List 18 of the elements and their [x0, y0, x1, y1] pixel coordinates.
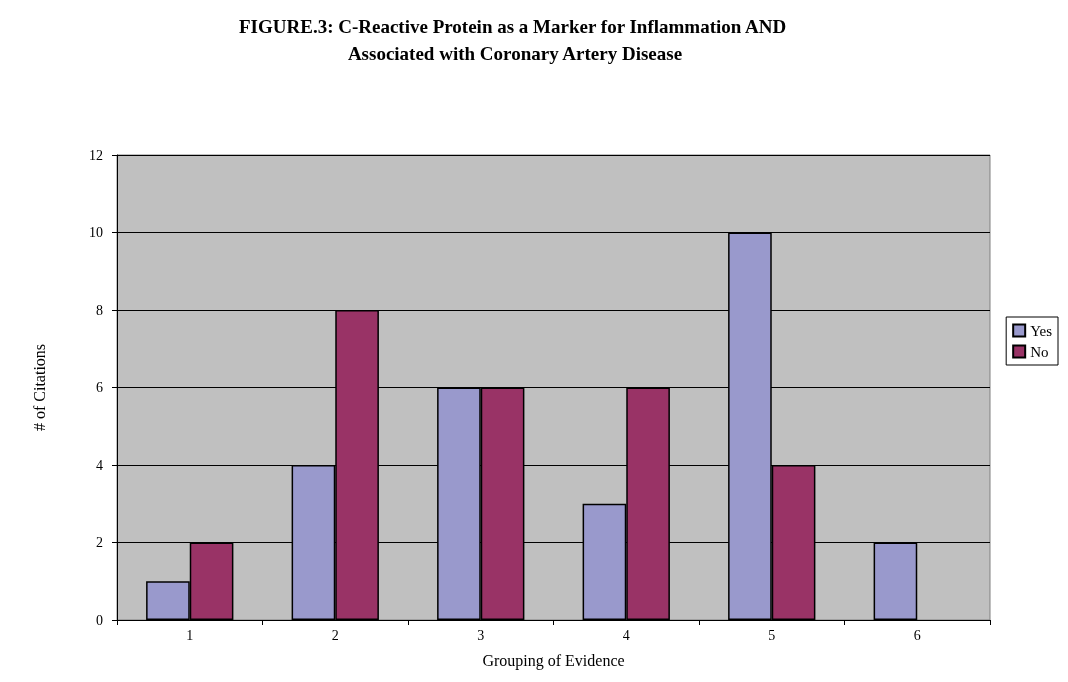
y-tick-label: 0	[96, 612, 103, 628]
y-tick-label: 4	[96, 457, 103, 473]
y-tick-label: 10	[89, 225, 103, 240]
legend-label: Yes	[1030, 322, 1053, 339]
x-tick-label: 1	[186, 627, 194, 643]
x-tick-label: 2	[331, 627, 339, 643]
x-tick-label: 4	[622, 627, 630, 643]
x-tick-label: 6	[913, 627, 921, 643]
y-tick-label: 6	[96, 380, 103, 395]
x-axis-title: Grouping of Evidence	[482, 651, 625, 670]
y-tick-label: 12	[89, 147, 103, 163]
y-tick-label: 2	[96, 535, 103, 550]
y-tick-label: 8	[96, 302, 103, 318]
x-tick-label: 3	[477, 627, 485, 643]
x-tick-label: 5	[768, 627, 776, 643]
legend-label: No	[1030, 343, 1049, 360]
chart-title: FIGURE.3: C-Reactive Protein as a Marker for Inflammation AND Associated with Coronary Artery Disease	[239, 16, 791, 64]
y-axis-title: # of Citations	[30, 343, 48, 432]
